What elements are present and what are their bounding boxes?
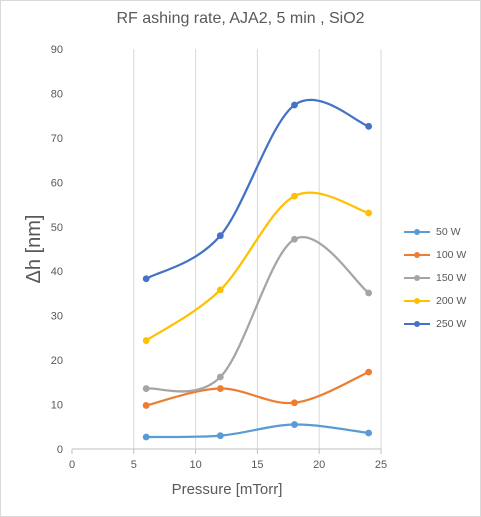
- series-layer: [142, 98, 373, 441]
- data-point: [365, 429, 373, 437]
- legend-label: 250 W: [436, 317, 467, 330]
- data-point: [142, 433, 150, 441]
- legend-swatch-marker: [414, 252, 420, 259]
- data-point: [365, 368, 373, 376]
- legend-item: 250 W: [404, 312, 466, 335]
- legend-item: 50 W: [404, 221, 466, 244]
- legend-swatch-marker: [414, 320, 420, 327]
- data-point: [142, 402, 150, 409]
- legend-swatch: [404, 250, 430, 260]
- data-point: [291, 235, 298, 243]
- series-line: [145, 191, 370, 342]
- data-point: [216, 385, 224, 392]
- x-tick-label: 15: [251, 459, 263, 471]
- legend-label: 100 W: [436, 249, 467, 262]
- data-point: [216, 232, 224, 240]
- data-point: [291, 421, 298, 428]
- data-point: [365, 122, 373, 130]
- y-tick-label: 0: [57, 444, 63, 456]
- x-tick-label: 0: [69, 459, 75, 471]
- series-line: [145, 98, 370, 280]
- y-tick-label: 70: [51, 133, 63, 145]
- data-point: [291, 101, 298, 109]
- legend-swatch: [404, 296, 430, 306]
- data-point: [291, 192, 298, 200]
- chart-title: RF ashing rate, AJA2, 5 min , SiO2: [116, 10, 365, 27]
- legend: 50 W 100 W 150 W 200 W 250 W: [404, 221, 466, 335]
- y-tick-label: 60: [51, 177, 63, 189]
- y-tick-label: 30: [51, 311, 63, 323]
- series-line: [145, 423, 370, 439]
- legend-swatch: [404, 227, 430, 237]
- legend-item: 150 W: [404, 267, 466, 290]
- legend-item: 200 W: [404, 289, 466, 312]
- data-point: [216, 286, 224, 294]
- x-tick-label: 20: [313, 459, 325, 471]
- axes: [71, 448, 382, 454]
- y-tick-label: 90: [51, 44, 63, 56]
- legend-label: 50 W: [436, 226, 461, 239]
- legend-swatch: [404, 319, 430, 329]
- y-tick-label: 80: [51, 88, 63, 100]
- data-point: [216, 373, 224, 381]
- series-line: [145, 370, 370, 407]
- x-tick-label: 10: [189, 459, 201, 471]
- x-tick-labels: 0 5 10 15 20 25: [69, 459, 387, 471]
- x-axis-title: Pressure [mTorr]: [172, 481, 283, 498]
- legend-swatch-marker: [414, 229, 420, 236]
- data-point: [142, 385, 150, 392]
- y-tick-label: 10: [51, 400, 63, 412]
- legend-swatch-marker: [414, 274, 420, 281]
- legend-swatch: [404, 273, 430, 283]
- legend-label: 200 W: [436, 294, 467, 307]
- y-axis-title: Δh [nm]: [23, 215, 45, 284]
- data-point: [291, 399, 298, 407]
- legend-label: 150 W: [436, 271, 467, 284]
- y-tick-label: 50: [51, 222, 63, 234]
- data-point: [216, 432, 224, 440]
- grid-lines: [133, 49, 382, 449]
- y-tick-label: 20: [51, 355, 63, 367]
- legend-swatch-marker: [414, 297, 420, 304]
- x-tick-label: 25: [375, 459, 387, 471]
- data-point: [365, 289, 373, 297]
- data-point: [365, 209, 373, 217]
- y-tick-labels: 0 10 20 30 40 50 60 70 80 90: [51, 44, 63, 456]
- series-line: [145, 236, 370, 393]
- data-point: [142, 275, 150, 283]
- legend-item: 100 W: [404, 244, 466, 267]
- y-tick-label: 40: [51, 266, 63, 278]
- data-point: [142, 337, 150, 344]
- x-tick-label: 5: [131, 459, 137, 471]
